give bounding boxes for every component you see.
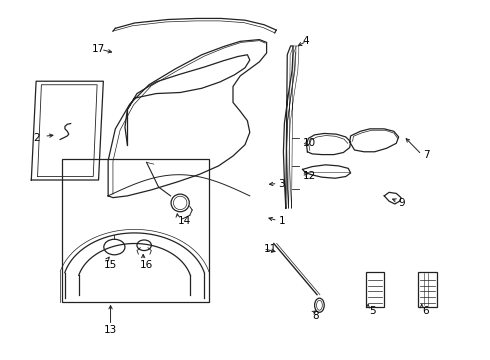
Text: 16: 16 bbox=[139, 260, 152, 270]
Text: 15: 15 bbox=[103, 260, 117, 270]
Text: 2: 2 bbox=[34, 133, 40, 143]
Text: 10: 10 bbox=[303, 138, 316, 148]
Text: 6: 6 bbox=[423, 306, 429, 315]
Text: 4: 4 bbox=[303, 36, 309, 46]
Text: 5: 5 bbox=[369, 306, 375, 315]
Bar bbox=[366, 272, 384, 307]
Text: 11: 11 bbox=[264, 244, 277, 254]
Text: 17: 17 bbox=[91, 45, 104, 54]
Text: 14: 14 bbox=[178, 216, 191, 226]
Text: 3: 3 bbox=[279, 179, 285, 189]
Text: 9: 9 bbox=[399, 198, 405, 208]
Bar bbox=[62, 159, 209, 302]
Text: 12: 12 bbox=[303, 171, 316, 181]
Text: 13: 13 bbox=[104, 325, 117, 335]
Bar bbox=[418, 272, 437, 307]
Text: 1: 1 bbox=[279, 216, 285, 226]
Text: 8: 8 bbox=[312, 311, 319, 321]
Text: 7: 7 bbox=[423, 150, 429, 160]
